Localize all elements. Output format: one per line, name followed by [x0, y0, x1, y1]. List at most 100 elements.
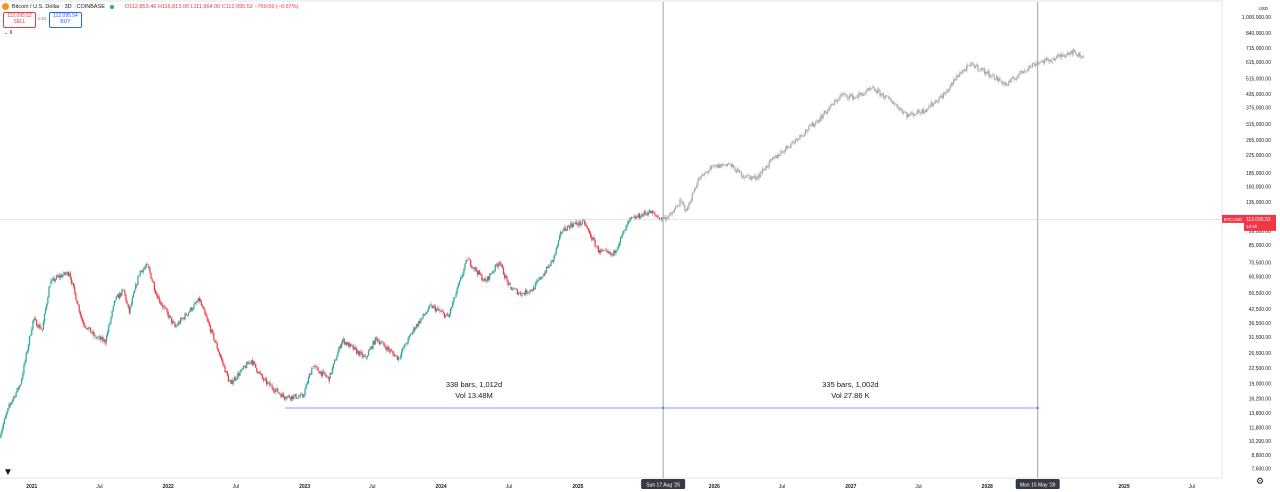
sell-button[interactable]: 112,095.52 SELL: [3, 12, 36, 28]
candle-body: [408, 335, 410, 338]
gear-icon[interactable]: ⚙: [1256, 476, 1265, 486]
candle-body: [472, 267, 474, 268]
candle-body: [680, 199, 682, 200]
candle-body: [345, 342, 348, 345]
candle-body: [658, 217, 661, 220]
candle-body: [1024, 70, 1026, 72]
candle-body: [1001, 81, 1003, 85]
candle-body: [907, 114, 909, 118]
candle-body: [281, 393, 283, 398]
indicators-collapse-toggle[interactable]: ⌄ 6: [4, 30, 13, 36]
candle-body: [33, 318, 35, 321]
candle-body: [670, 212, 672, 214]
candle-body: [271, 385, 273, 389]
candle-body: [428, 306, 430, 311]
candle-body: [829, 106, 831, 110]
candle-body: [76, 299, 78, 304]
candle-body: [603, 250, 605, 251]
candle-body: [959, 72, 961, 74]
candle-body: [990, 76, 992, 78]
candle-body: [145, 263, 148, 267]
candle-body: [858, 93, 860, 95]
candle-body: [130, 303, 132, 307]
candle-body: [985, 71, 987, 74]
candle-body: [833, 100, 835, 106]
candle-body: [341, 339, 344, 344]
candle-body: [984, 68, 986, 74]
candle-body: [1059, 54, 1061, 57]
candle-body: [430, 304, 432, 306]
candle-body: [391, 350, 393, 352]
candle-body: [458, 280, 461, 285]
candle-body: [83, 321, 85, 325]
candle-body: [799, 134, 801, 139]
candle-body: [566, 225, 569, 231]
candle-body: [733, 164, 735, 168]
spread-value: 0.01: [38, 16, 47, 21]
candle-body: [623, 230, 625, 233]
buy-button[interactable]: 112,095.54 BUY: [49, 12, 82, 28]
candle-body: [506, 275, 508, 280]
candle-body: [1070, 50, 1072, 53]
candle-body: [344, 342, 347, 345]
candle-body: [272, 388, 274, 391]
candle-body: [865, 89, 867, 94]
candle-body: [311, 368, 313, 375]
y-tick-label: 615,000.00: [1246, 60, 1271, 66]
candle-body: [240, 369, 242, 372]
candle-body: [596, 246, 598, 248]
candle-body: [79, 311, 81, 316]
candle-body: [780, 151, 782, 155]
candle-body: [246, 362, 248, 369]
candle-body: [454, 297, 456, 298]
candle-body: [576, 222, 578, 225]
candle-body: [305, 384, 307, 389]
candle-body: [219, 354, 222, 358]
countdown-label: 1d 5h: [1246, 224, 1258, 229]
candle-body: [834, 100, 837, 101]
candle-body: [120, 293, 122, 296]
y-tick-label: 50,500.00: [1249, 291, 1271, 297]
candle-body: [19, 384, 22, 386]
candle-body: [849, 95, 852, 97]
candle-body: [89, 327, 92, 333]
candle-body: [797, 139, 799, 141]
candle-body: [962, 69, 964, 72]
candle-body: [467, 259, 469, 260]
candle-body: [598, 250, 601, 253]
x-tick-label: Jul: [1189, 484, 1195, 490]
y-tick-label: 10,200.00: [1249, 439, 1271, 445]
candle-body: [645, 213, 647, 214]
candle-body: [424, 313, 427, 315]
candle-body: [810, 125, 812, 127]
y-tick-label: 515,000.00: [1246, 76, 1271, 82]
candle-body: [116, 294, 118, 297]
candle-body: [378, 340, 381, 344]
y-tick-label: 60,500.00: [1249, 274, 1271, 280]
candle-body: [924, 110, 927, 112]
candle-body: [357, 350, 359, 354]
candle-body: [788, 146, 790, 148]
candle-body: [62, 275, 64, 278]
candle-body: [109, 322, 111, 325]
y-tick-label: 7,600.00: [1252, 466, 1272, 472]
candle-body: [442, 311, 444, 313]
candle-body: [223, 363, 225, 366]
candle-body: [224, 365, 226, 373]
candle-body: [57, 275, 59, 278]
market-open-dot-icon: [109, 4, 114, 9]
measure-bars-label: 338 bars, 1,012d: [446, 380, 502, 389]
symbol-title[interactable]: Bitcoin / U.S. Dollar · 3D · COINBASE: [12, 3, 105, 10]
tradingview-logo-icon[interactable]: ▼: [3, 467, 13, 478]
candle-body: [294, 394, 296, 396]
candle-body: [910, 112, 912, 115]
candle-body: [459, 277, 462, 281]
candle-body: [884, 95, 887, 99]
candle-body: [940, 95, 942, 97]
candle-body: [573, 223, 576, 225]
candle-body: [625, 225, 627, 231]
candle-body: [47, 297, 49, 304]
candle-body: [632, 217, 634, 218]
candle-body: [51, 279, 53, 282]
